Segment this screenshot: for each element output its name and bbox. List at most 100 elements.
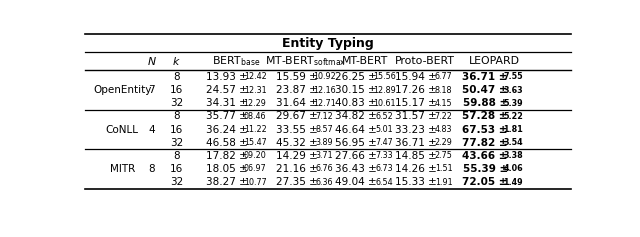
Text: 3.89: 3.89	[316, 138, 333, 147]
Text: 56.95 ±: 56.95 ±	[335, 138, 377, 148]
Text: 14.85 ±: 14.85 ±	[395, 151, 436, 161]
Text: 09.20: 09.20	[244, 151, 266, 160]
Text: 8: 8	[173, 151, 180, 161]
Text: 6.52: 6.52	[375, 112, 393, 121]
Text: 4: 4	[148, 124, 156, 135]
Text: 29.67 ±: 29.67 ±	[276, 111, 317, 121]
Text: 7.47: 7.47	[375, 138, 393, 147]
Text: CoNLL: CoNLL	[106, 124, 139, 135]
Text: 8.18: 8.18	[435, 86, 452, 95]
Text: 15.47: 15.47	[244, 138, 266, 147]
Text: 12.31: 12.31	[244, 86, 266, 95]
Text: 6.36: 6.36	[316, 178, 333, 187]
Text: 10.92: 10.92	[313, 73, 336, 82]
Text: 3.71: 3.71	[316, 151, 333, 160]
Text: 15.17 ±: 15.17 ±	[395, 98, 436, 108]
Text: $k$: $k$	[172, 55, 181, 67]
Text: 33.23 ±: 33.23 ±	[395, 124, 436, 135]
Text: 15.56: 15.56	[372, 73, 396, 82]
Text: 16: 16	[170, 85, 183, 95]
Text: 27.66 ±: 27.66 ±	[335, 151, 377, 161]
Text: 08.46: 08.46	[244, 112, 266, 121]
Text: 5.39: 5.39	[503, 99, 523, 108]
Text: 2.75: 2.75	[435, 151, 452, 160]
Text: 16: 16	[170, 124, 183, 135]
Text: 33.55 ±: 33.55 ±	[276, 124, 317, 135]
Text: 55.39 ±: 55.39 ±	[463, 164, 508, 174]
Text: 3.38: 3.38	[503, 151, 523, 160]
Text: 45.32 ±: 45.32 ±	[276, 138, 317, 148]
Text: 34.82 ±: 34.82 ±	[335, 111, 377, 121]
Text: 1.51: 1.51	[435, 164, 452, 173]
Text: 5.01: 5.01	[375, 125, 393, 134]
Text: 4.06: 4.06	[503, 164, 523, 173]
Text: 38.27 ±: 38.27 ±	[207, 177, 248, 187]
Text: MT-BERT$_{\rm softmax}$: MT-BERT$_{\rm softmax}$	[265, 54, 346, 68]
Text: 8: 8	[173, 111, 180, 121]
Text: 50.47 ±: 50.47 ±	[463, 85, 508, 95]
Text: 7.33: 7.33	[375, 151, 393, 160]
Text: 1.91: 1.91	[435, 178, 452, 187]
Text: 57.28 ±: 57.28 ±	[463, 111, 508, 121]
Text: 17.26 ±: 17.26 ±	[395, 85, 436, 95]
Text: 17.82 ±: 17.82 ±	[207, 151, 248, 161]
Text: 12.42: 12.42	[244, 73, 266, 82]
Text: Proto-BERT: Proto-BERT	[395, 56, 454, 66]
Text: 14.26 ±: 14.26 ±	[395, 164, 436, 174]
Text: 36.24 ±: 36.24 ±	[207, 124, 248, 135]
Text: 34.31 ±: 34.31 ±	[207, 98, 248, 108]
Text: 7: 7	[148, 85, 156, 95]
Text: 8.57: 8.57	[316, 125, 333, 134]
Text: 31.57 ±: 31.57 ±	[395, 111, 436, 121]
Text: 13.93 ±: 13.93 ±	[207, 72, 248, 82]
Text: 5.22: 5.22	[503, 112, 523, 121]
Text: 06.97: 06.97	[244, 164, 266, 173]
Text: 12.16: 12.16	[313, 86, 336, 95]
Text: 2.29: 2.29	[435, 138, 452, 147]
Text: 35.77 ±: 35.77 ±	[207, 111, 248, 121]
Text: 49.04 ±: 49.04 ±	[335, 177, 377, 187]
Text: 7.12: 7.12	[316, 112, 333, 121]
Text: MT-BERT: MT-BERT	[342, 56, 388, 66]
Text: 15.33 ±: 15.33 ±	[395, 177, 436, 187]
Text: 15.59 ±: 15.59 ±	[276, 72, 317, 82]
Text: 7.22: 7.22	[435, 112, 452, 121]
Text: 26.25 ±: 26.25 ±	[335, 72, 377, 82]
Text: 24.57 ±: 24.57 ±	[207, 85, 248, 95]
Text: 4.15: 4.15	[435, 99, 452, 108]
Text: 43.66 ±: 43.66 ±	[463, 151, 508, 161]
Text: 46.64 ±: 46.64 ±	[335, 124, 377, 135]
Text: $N$: $N$	[147, 55, 157, 67]
Text: 16: 16	[170, 164, 183, 174]
Text: 3.54: 3.54	[503, 138, 523, 147]
Text: 30.15 ±: 30.15 ±	[335, 85, 377, 95]
Text: 23.87 ±: 23.87 ±	[276, 85, 317, 95]
Text: 32: 32	[170, 98, 183, 108]
Text: BERT$_{\rm base}$: BERT$_{\rm base}$	[212, 54, 260, 68]
Text: 59.88 ±: 59.88 ±	[463, 98, 508, 108]
Text: 77.82 ±: 77.82 ±	[463, 138, 508, 148]
Text: 1.81: 1.81	[503, 125, 523, 134]
Text: 11.22: 11.22	[244, 125, 266, 134]
Text: 6.76: 6.76	[316, 164, 333, 173]
Text: LEOPARD: LEOPARD	[468, 56, 520, 66]
Text: 14.29 ±: 14.29 ±	[276, 151, 317, 161]
Text: 4.83: 4.83	[435, 125, 452, 134]
Text: 40.83 ±: 40.83 ±	[335, 98, 377, 108]
Text: 21.16 ±: 21.16 ±	[276, 164, 317, 174]
Text: 32: 32	[170, 138, 183, 148]
Text: 3.63: 3.63	[503, 86, 523, 95]
Text: 36.43 ±: 36.43 ±	[335, 164, 377, 174]
Text: 31.64 ±: 31.64 ±	[276, 98, 317, 108]
Text: MITR: MITR	[109, 164, 135, 174]
Text: 36.71 ±: 36.71 ±	[463, 72, 508, 82]
Text: 10.61: 10.61	[372, 99, 396, 108]
Text: 12.71: 12.71	[313, 99, 336, 108]
Text: OpenEntity: OpenEntity	[93, 85, 151, 95]
Text: 6.77: 6.77	[435, 73, 452, 82]
Text: Entity Typing: Entity Typing	[282, 36, 374, 50]
Text: 6.54: 6.54	[375, 178, 393, 187]
Text: 67.53 ±: 67.53 ±	[463, 124, 508, 135]
Text: 15.94 ±: 15.94 ±	[395, 72, 436, 82]
Text: 7.55: 7.55	[503, 73, 523, 82]
